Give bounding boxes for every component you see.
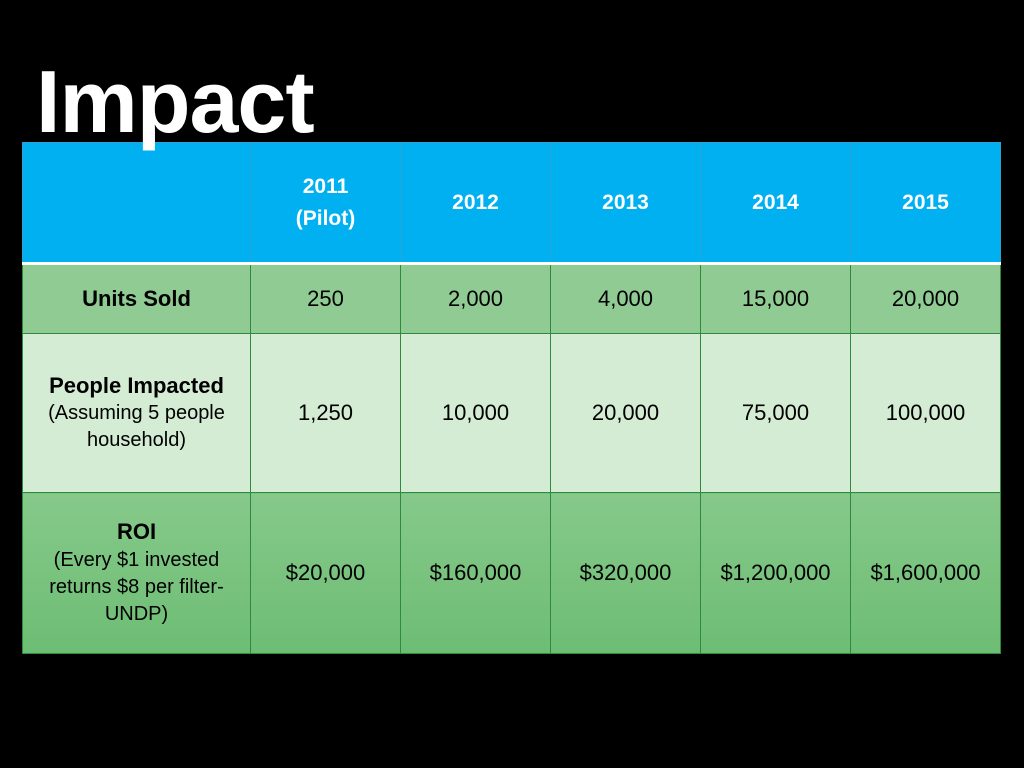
header-year-note: (Pilot): [295, 206, 356, 230]
table-cell: $320,000: [550, 492, 701, 654]
table-cell: 20,000: [550, 333, 701, 493]
table-row-units-sold: Units Sold 250 2,000 4,000 15,000 20,000: [22, 263, 1001, 334]
row-label: ROI: [116, 519, 157, 545]
table-cell: $1,600,000: [850, 492, 1001, 654]
table-cell: $1,200,000: [700, 492, 851, 654]
row-label: Units Sold: [82, 285, 191, 311]
header-year-2015: 2015: [850, 142, 1001, 265]
row-label: People Impacted: [49, 372, 224, 398]
header-year-2014: 2014: [700, 142, 851, 265]
row-sublabel: (Assuming 5 people household): [48, 402, 225, 452]
row-sublabel: (Every $1 invested returns $8 per filter…: [49, 548, 224, 625]
table-cell: $20,000: [250, 492, 401, 654]
header-corner-cell: [22, 142, 251, 265]
table-cell: 100,000: [850, 333, 1001, 493]
table-row-roi: ROI (Every $1 invested returns $8 per fi…: [22, 492, 1001, 654]
table-cell: 15,000: [700, 263, 851, 334]
header-year-label: 2013: [602, 190, 649, 214]
header-year-2011: 2011 (Pilot): [250, 142, 401, 265]
table-row-people-impacted: People Impacted (Assuming 5 people house…: [22, 333, 1001, 493]
header-year-label: 2014: [752, 190, 799, 214]
table-cell: $160,000: [400, 492, 551, 654]
table-cell: 75,000: [700, 333, 851, 493]
header-year-2012: 2012: [400, 142, 551, 265]
header-year-label: 2011: [302, 175, 349, 198]
impact-table: 2011 (Pilot) 2012 2013 2014 2015: [22, 142, 1001, 654]
header-year-2013: 2013: [550, 142, 701, 265]
table-cell: 20,000: [850, 263, 1001, 334]
row-label-cell: ROI (Every $1 invested returns $8 per fi…: [22, 492, 251, 654]
header-year-label: 2015: [902, 190, 949, 214]
table-cell: 10,000: [400, 333, 551, 493]
table-cell: 2,000: [400, 263, 551, 334]
row-label-cell: Units Sold: [22, 263, 251, 334]
row-label-cell: People Impacted (Assuming 5 people house…: [22, 333, 251, 493]
header-year-label: 2012: [452, 190, 499, 214]
table-cell: 250: [250, 263, 401, 334]
header-row: 2011 (Pilot) 2012 2013 2014 2015: [22, 142, 1001, 265]
table-cell: 4,000: [550, 263, 701, 334]
table-cell: 1,250: [250, 333, 401, 493]
slide-title: Impact: [36, 52, 315, 151]
